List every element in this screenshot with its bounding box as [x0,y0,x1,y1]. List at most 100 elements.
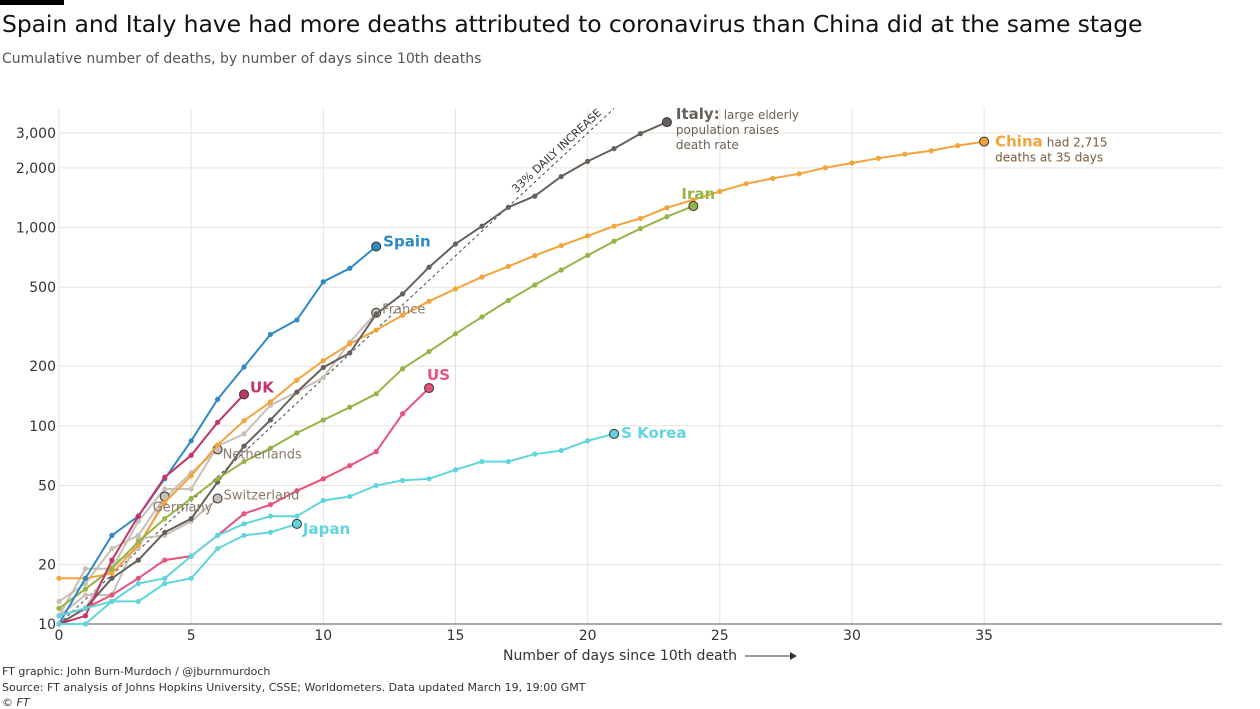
data-point-us [400,411,406,417]
series-label-germany: Germany [153,500,213,515]
y-tick-label: 10 [38,617,56,633]
data-point-france [82,566,89,572]
chart-title: Spain and Italy have had more deaths att… [2,10,1143,38]
data-point-uk [162,474,168,480]
data-point-italy [558,173,564,180]
data-point-japan [214,546,221,552]
data-point-iran [347,404,353,410]
data-point-italy [611,145,617,152]
data-point-spain [347,265,353,271]
data-point-china [452,286,459,292]
data-point-china [770,175,776,182]
data-point-iran [452,331,459,337]
series-label-netherlands: Netherlands [223,447,302,462]
series-label-name: China [995,133,1043,151]
data-point-iran [267,445,274,451]
x-tick-label: 5 [187,628,196,644]
data-point-s-korea [320,497,326,504]
x-tick-label: 30 [843,628,861,644]
data-point-s-korea [400,477,406,484]
series-line-italy [58,121,668,625]
data-point-italy [347,350,353,356]
data-point-japan [267,529,274,535]
y-tick-label: 20 [38,557,56,573]
data-point-iran [479,314,485,320]
series-label-text: population raises [676,123,779,137]
series-label-italy: Italy: large elderly population raises deat… [676,105,799,152]
data-point-iran [688,201,699,212]
data-point-s-korea [479,458,485,465]
data-point-iran [294,430,300,436]
data-point-japan [291,518,302,529]
x-axis-label: Number of days since 10th death [503,648,737,664]
series-line-spain [58,245,377,625]
data-point-iran [214,476,221,482]
data-point-s-korea [609,428,620,439]
data-point-china [690,197,696,203]
data-point-s-korea [452,467,459,473]
data-point-china [267,399,274,405]
data-point-iran [585,252,591,258]
data-point-s-korea [505,458,511,465]
y-tick-label: 50 [38,478,56,494]
data-point-us [373,449,379,455]
data-point-uk [214,419,221,426]
series-label-text: death rate [676,138,739,152]
data-point-uk [188,452,194,458]
data-point-italy [426,264,432,270]
data-point-iran [82,586,89,592]
data-point-iran [320,417,326,423]
data-point-china [743,181,749,187]
x-tick-label: 25 [711,628,729,644]
data-point-italy [400,291,406,297]
data-point-italy [135,557,141,563]
y-tick-label: 200 [29,359,56,375]
series-label-text: Netherlands [223,447,302,462]
data-point-italy [532,193,538,199]
chart-area: 10 20 50 100 200 500 1,000 2,000 3,000 0 5 10 15 20 25… [16,105,1222,664]
data-point-china [56,575,62,581]
data-point-italy [241,443,247,449]
series-label-spain: Spain [383,232,430,250]
data-point-china [188,473,194,479]
data-point-s-korea [426,476,432,482]
y-tick-label: 2,000 [16,161,56,177]
series-label-name: US [427,366,450,384]
data-point-italy [294,389,300,395]
data-point-china [109,570,115,577]
data-point-italy [661,117,672,128]
data-point-iran [188,495,194,502]
data-point-china [505,263,511,269]
data-point-china [796,171,802,177]
data-point-s-korea [241,521,247,527]
data-point-uk [239,389,250,400]
data-point-s-korea [214,532,221,538]
reference-line-label: 33% DAILY INCREASE [509,106,604,195]
series-label-text: large elderly [724,108,799,122]
data-point-china [585,233,591,239]
series-label-text: deaths at 35 days [995,151,1103,165]
data-point-uk [135,513,141,519]
series-label-name: Japan [302,520,350,538]
data-point-italy [162,529,168,535]
series-label-text: had 2,715 [1047,136,1108,150]
data-point-spain [188,438,194,444]
data-point-japan [135,598,141,605]
chart-subtitle: Cumulative number of deaths, by number o… [2,51,482,67]
data-point-uk [109,557,115,563]
data-point-france [320,375,326,381]
data-point-spain [241,364,247,370]
data-point-spain [320,279,326,285]
data-point-japan [82,621,89,627]
data-point-s-korea [294,513,300,519]
data-point-s-korea [135,580,141,587]
data-point-us [109,592,115,598]
data-point-s-korea [56,613,62,619]
data-point-china [928,148,934,154]
data-point-china [214,442,221,448]
data-point-us [267,502,274,508]
data-point-switzerland [212,493,223,504]
data-point-china [532,253,538,259]
data-point-china [294,377,300,383]
data-point-china [241,418,247,424]
